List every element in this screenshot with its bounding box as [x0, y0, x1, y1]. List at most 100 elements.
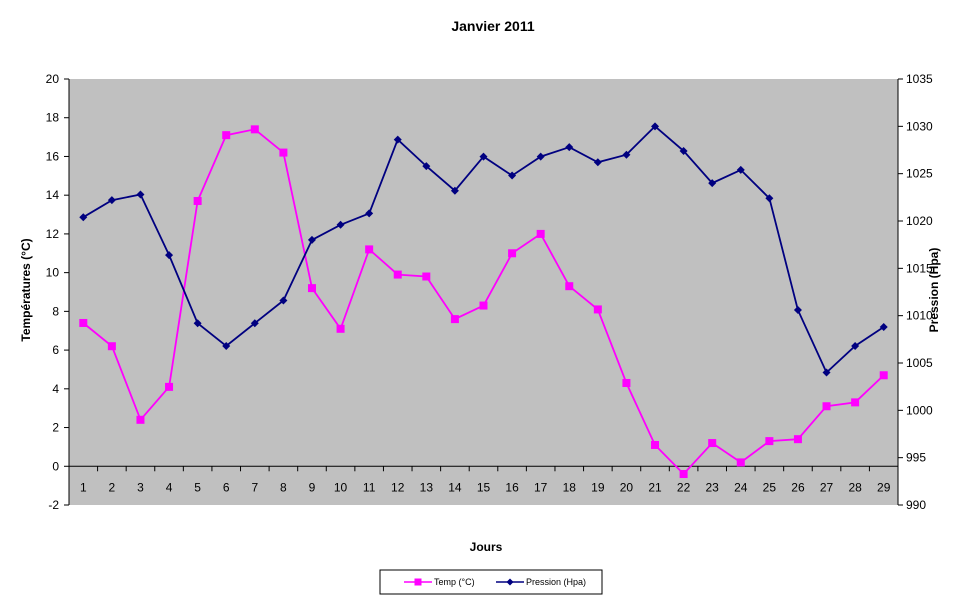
- right-tick-label: 1000: [906, 403, 933, 417]
- left-tick-label: 8: [52, 304, 59, 318]
- temp-point: [736, 458, 745, 467]
- pressure-point: [679, 146, 688, 155]
- left-tick-label: 6: [52, 343, 59, 357]
- temp-point: [879, 371, 888, 380]
- temp-point: [422, 272, 431, 281]
- x-tick-label: 26: [791, 480, 805, 494]
- x-tick-label: 19: [591, 480, 605, 494]
- x-tick-label: 25: [763, 480, 777, 494]
- pressure-point: [651, 122, 660, 131]
- temp-point: [793, 435, 802, 444]
- temp-point: [822, 402, 831, 411]
- x-tick-label: 9: [309, 480, 316, 494]
- temp-point: [565, 282, 574, 291]
- right-tick-label: 995: [906, 451, 926, 465]
- x-tick-label: 17: [534, 480, 548, 494]
- x-tick-label: 21: [648, 480, 662, 494]
- pressure-point: [822, 368, 831, 377]
- legend-pressure-label: Pression (Hpa): [526, 577, 586, 587]
- pressure-point: [879, 323, 888, 332]
- right-tick-label: 1035: [906, 72, 933, 86]
- left-tick-label: -2: [48, 498, 59, 512]
- pressure-point: [593, 158, 602, 167]
- temp-point: [679, 470, 688, 479]
- pressure-point: [107, 196, 116, 205]
- pressure-point: [193, 319, 202, 328]
- series-layer: [79, 122, 888, 479]
- series-pressure: [79, 122, 888, 377]
- x-tick-label: 7: [251, 480, 258, 494]
- right-tick-label: 1005: [906, 356, 933, 370]
- x-tick-label: 22: [677, 480, 691, 494]
- right-axis: 990 995 1000 1005 1010 1015 1020 1025 1030 1035: [897, 72, 933, 512]
- temp-point: [851, 398, 860, 407]
- temp-point: [708, 439, 717, 448]
- pressure-point: [79, 213, 88, 222]
- legend-temp-label: Temp (°C): [434, 577, 475, 587]
- legend-temp-marker: [414, 578, 422, 586]
- temp-point: [79, 318, 88, 327]
- pressure-point: [565, 143, 574, 152]
- pressure-point: [307, 235, 316, 244]
- temp-point: [450, 315, 459, 324]
- x-axis: 1 2 3 4 5 6 7 8 9 10 11 12 13 14 15 16 17 18 19 20 21 22 23 24 2…: [68, 465, 899, 494]
- pressure-point: [450, 186, 459, 195]
- x-tick-label: 10: [334, 480, 348, 494]
- pressure-point: [736, 165, 745, 174]
- x-tick-label: 20: [620, 480, 634, 494]
- left-tick-label: 12: [46, 227, 60, 241]
- temp-point: [107, 342, 116, 351]
- right-axis-title: Pression (Hpa): [927, 248, 941, 333]
- x-tick-label: 29: [877, 480, 891, 494]
- pressure-point: [136, 190, 145, 199]
- pressure-point: [536, 152, 545, 161]
- pressure-point: [279, 296, 288, 305]
- x-tick-label: 11: [363, 480, 376, 494]
- temp-point: [336, 324, 345, 333]
- left-tick-label: 20: [46, 72, 60, 86]
- left-tick-label: 10: [46, 266, 60, 280]
- x-tick-label: 14: [448, 480, 462, 494]
- x-tick-label: 16: [505, 480, 519, 494]
- x-tick-label: 24: [734, 480, 748, 494]
- x-tick-label: 13: [420, 480, 434, 494]
- x-axis-title: Jours: [470, 540, 503, 554]
- left-tick-label: 0: [52, 459, 59, 473]
- pressure-point: [851, 341, 860, 350]
- pressure-point: [793, 305, 802, 314]
- left-axis: -2 0 2 4 6 8 10 12 14 16 18 20: [46, 72, 70, 512]
- pressure-point: [479, 152, 488, 161]
- temp-point: [479, 301, 488, 310]
- left-tick-label: 16: [46, 149, 60, 163]
- pressure-point: [250, 319, 259, 328]
- pressure-point: [508, 171, 517, 180]
- temp-point: [765, 437, 774, 446]
- legend: Temp (°C) Pression (Hpa): [379, 569, 603, 595]
- temp-point: [393, 270, 402, 279]
- temp-point: [307, 284, 316, 293]
- pressure-point: [336, 220, 345, 229]
- x-tick-label: 3: [137, 480, 144, 494]
- temp-point: [651, 440, 660, 449]
- temp-point: [365, 245, 374, 254]
- left-axis-title: Températures (°C): [19, 238, 33, 341]
- right-tick-label: 1010: [906, 309, 933, 323]
- x-tick-label: 18: [563, 480, 577, 494]
- temp-point: [222, 131, 231, 140]
- right-tick-label: 1015: [906, 261, 933, 275]
- legend-pressure-marker: [506, 578, 514, 586]
- x-tick-label: 15: [477, 480, 491, 494]
- pressure-point: [393, 135, 402, 144]
- left-tick-label: 4: [52, 382, 59, 396]
- pressure-point: [365, 209, 374, 218]
- x-tick-label: 23: [706, 480, 720, 494]
- right-tick-label: 1030: [906, 119, 933, 133]
- pressure-point: [765, 194, 774, 203]
- temp-point: [279, 148, 288, 157]
- pressure-point: [622, 150, 631, 159]
- pressure-point: [708, 179, 717, 188]
- right-tick-label: 1020: [906, 214, 933, 228]
- temp-point: [536, 229, 545, 238]
- x-tick-label: 28: [848, 480, 862, 494]
